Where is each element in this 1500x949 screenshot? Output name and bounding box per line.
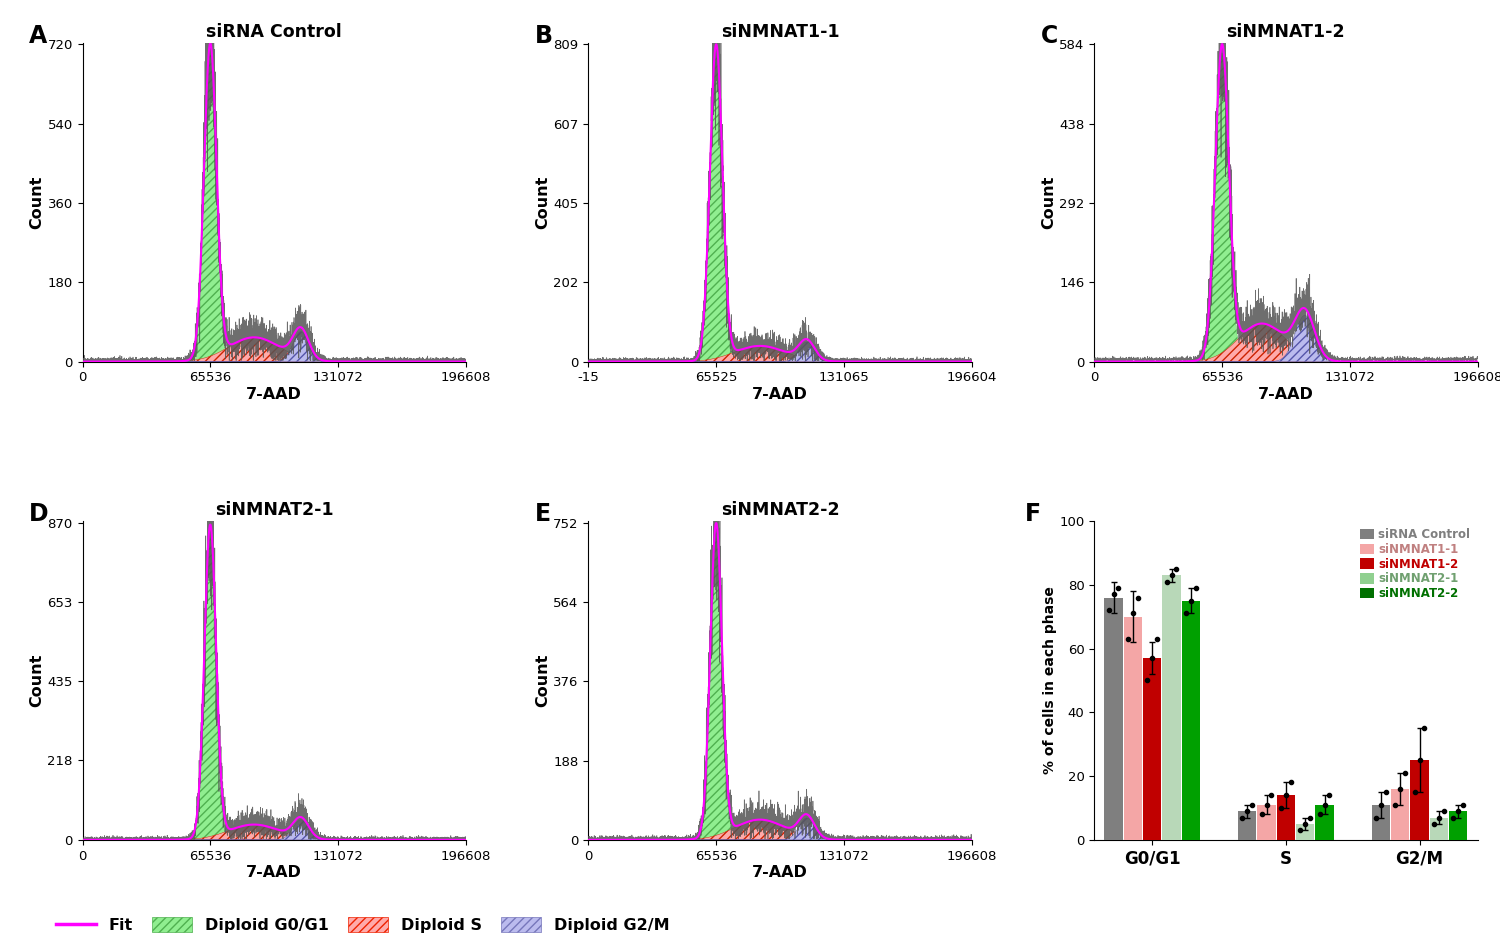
X-axis label: 7-AAD: 7-AAD [752, 865, 808, 881]
Bar [1182, 601, 1200, 840]
Bar [1316, 805, 1334, 840]
Y-axis label: % of cells in each phase: % of cells in each phase [1042, 586, 1056, 774]
Bar [1449, 811, 1467, 840]
Bar [1124, 617, 1142, 840]
Bar [1257, 805, 1275, 840]
Title: siNMNAT1-1: siNMNAT1-1 [720, 23, 840, 41]
Y-axis label: Count: Count [1041, 176, 1056, 229]
Legend: Fit, Diploid G0/G1, Diploid S, Diploid G2/M: Fit, Diploid G0/G1, Diploid S, Diploid G… [53, 914, 672, 937]
Y-axis label: Count: Count [30, 654, 45, 707]
Bar [1390, 789, 1410, 840]
Bar [1430, 817, 1448, 840]
Bar [1276, 795, 1294, 840]
Title: siNMNAT1-2: siNMNAT1-2 [1227, 23, 1346, 41]
Text: F: F [1026, 502, 1041, 526]
Text: A: A [28, 24, 46, 47]
X-axis label: 7-AAD: 7-AAD [1258, 387, 1314, 402]
Bar [1162, 575, 1180, 840]
Bar [1143, 658, 1161, 840]
Bar [1238, 811, 1257, 840]
Title: siNMNAT2-2: siNMNAT2-2 [720, 501, 840, 519]
Bar [1296, 824, 1314, 840]
Text: E: E [534, 502, 550, 526]
Y-axis label: Count: Count [30, 176, 45, 229]
X-axis label: 7-AAD: 7-AAD [752, 387, 808, 402]
Y-axis label: Count: Count [536, 654, 550, 707]
Text: C: C [1041, 24, 1058, 47]
Title: siNMNAT2-1: siNMNAT2-1 [214, 501, 333, 519]
Title: siRNA Control: siRNA Control [206, 23, 342, 41]
Legend: siRNA Control, siNMNAT1-1, siNMNAT1-2, siNMNAT2-1, siNMNAT2-2: siRNA Control, siNMNAT1-1, siNMNAT1-2, s… [1359, 527, 1472, 602]
X-axis label: 7-AAD: 7-AAD [246, 387, 302, 402]
Text: D: D [28, 502, 48, 526]
Bar [1372, 805, 1390, 840]
Bar [1410, 760, 1428, 840]
X-axis label: 7-AAD: 7-AAD [246, 865, 302, 881]
Bar [1104, 598, 1122, 840]
Y-axis label: Count: Count [536, 176, 550, 229]
Text: B: B [534, 24, 552, 47]
